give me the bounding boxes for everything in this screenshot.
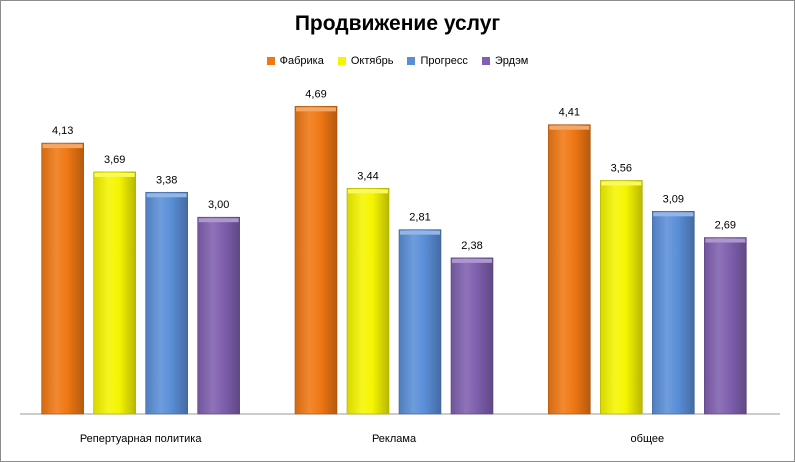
data-label-0-0: 4,13: [52, 125, 73, 137]
bar-3-2: [704, 237, 747, 415]
bar-2-0: [145, 191, 188, 415]
bar-bevel-3-0: [198, 218, 239, 223]
data-label-3-2: 2,69: [715, 220, 736, 232]
bar-bevel-3-2: [705, 238, 746, 243]
legend-swatch-fabrika: [266, 57, 275, 65]
legend-label-fabrika: Фабрика: [279, 55, 324, 67]
category-label-0: Репертуарная политика: [80, 433, 203, 445]
bar-bevel-3-1: [452, 258, 492, 263]
bar-1-2: [600, 180, 643, 415]
legend-swatch-erdem: [481, 57, 490, 65]
bar-bevel-1-1: [348, 189, 388, 194]
legend-label-progress: Прогресс: [420, 55, 468, 67]
bar-1-1: [346, 188, 390, 415]
data-label-1-0: 3,69: [104, 154, 125, 166]
bar-3-0: [197, 216, 240, 415]
data-label-1-2: 3,56: [611, 162, 632, 174]
legend-item-fabrika: Фабрика: [266, 55, 324, 67]
bar-bevel-2-1: [400, 230, 440, 235]
legend-label-erdem: Эрдэм: [494, 55, 529, 67]
bar-bevel-2-2: [653, 212, 694, 217]
legend-item-oktyabr: Октябрь: [337, 55, 394, 67]
data-label-2-0: 3,38: [156, 174, 177, 186]
legend-item-progress: Прогресс: [407, 55, 468, 67]
data-label-2-2: 3,09: [663, 193, 684, 205]
chart-title: Продвижение услуг: [294, 12, 501, 35]
category-label-1: Реклама: [372, 433, 417, 445]
bar-bevel-0-0: [42, 144, 83, 149]
data-label-2-1: 2,81: [409, 212, 430, 224]
data-label-1-1: 3,44: [357, 170, 378, 182]
bar-0-2: [548, 124, 591, 415]
category-label-2: общее: [631, 433, 665, 445]
bar-0-1: [294, 106, 338, 415]
data-label-0-2: 4,41: [559, 107, 580, 119]
bar-0-0: [41, 142, 84, 415]
data-label-3-1: 2,38: [461, 240, 482, 252]
data-label-0-1: 4,69: [305, 88, 326, 100]
bar-bevel-0-2: [549, 125, 590, 130]
chart-legend: Фабрика Октябрь Прогресс Эрдэм: [0, 55, 795, 67]
legend-label-oktyabr: Октябрь: [350, 55, 394, 67]
bar-2-2: [652, 210, 695, 415]
plot-area: 4,13 3,69 3,38 3,00 Репертуарная политика 4,6…: [20, 88, 780, 445]
bar-bevel-0-1: [296, 107, 336, 112]
legend-item-erdem: Эрдэм: [481, 55, 529, 67]
bar-2-1: [398, 229, 442, 415]
bar-bevel-1-0: [94, 172, 135, 177]
legend-swatch-progress: [407, 57, 416, 65]
data-label-3-0: 3,00: [208, 199, 229, 211]
bar-1-0: [93, 171, 136, 415]
legend-swatch-oktyabr: [337, 57, 346, 65]
bar-3-1: [450, 257, 494, 415]
bar-bevel-1-2: [601, 181, 642, 186]
bar-bevel-2-0: [146, 193, 187, 198]
